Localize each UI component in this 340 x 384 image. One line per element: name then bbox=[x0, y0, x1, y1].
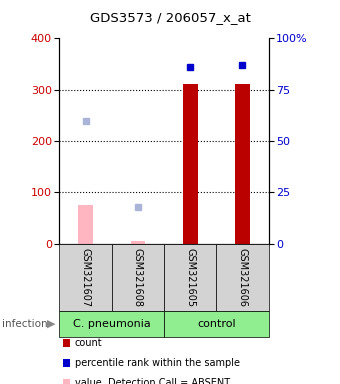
Text: GSM321606: GSM321606 bbox=[237, 248, 248, 307]
Text: percentile rank within the sample: percentile rank within the sample bbox=[75, 358, 240, 368]
Bar bbox=[183, 84, 198, 244]
Text: GDS3573 / 206057_x_at: GDS3573 / 206057_x_at bbox=[89, 11, 251, 24]
Text: control: control bbox=[197, 319, 236, 329]
Bar bbox=[235, 84, 250, 244]
Text: GSM321607: GSM321607 bbox=[81, 248, 91, 307]
Text: GSM321608: GSM321608 bbox=[133, 248, 143, 307]
Text: count: count bbox=[75, 338, 102, 348]
Bar bbox=[78, 205, 93, 244]
Bar bbox=[131, 241, 145, 244]
Text: value, Detection Call = ABSENT: value, Detection Call = ABSENT bbox=[75, 378, 230, 384]
Text: C. pneumonia: C. pneumonia bbox=[73, 319, 151, 329]
Text: GSM321605: GSM321605 bbox=[185, 248, 195, 307]
Text: infection: infection bbox=[2, 319, 47, 329]
Text: ▶: ▶ bbox=[47, 319, 55, 329]
